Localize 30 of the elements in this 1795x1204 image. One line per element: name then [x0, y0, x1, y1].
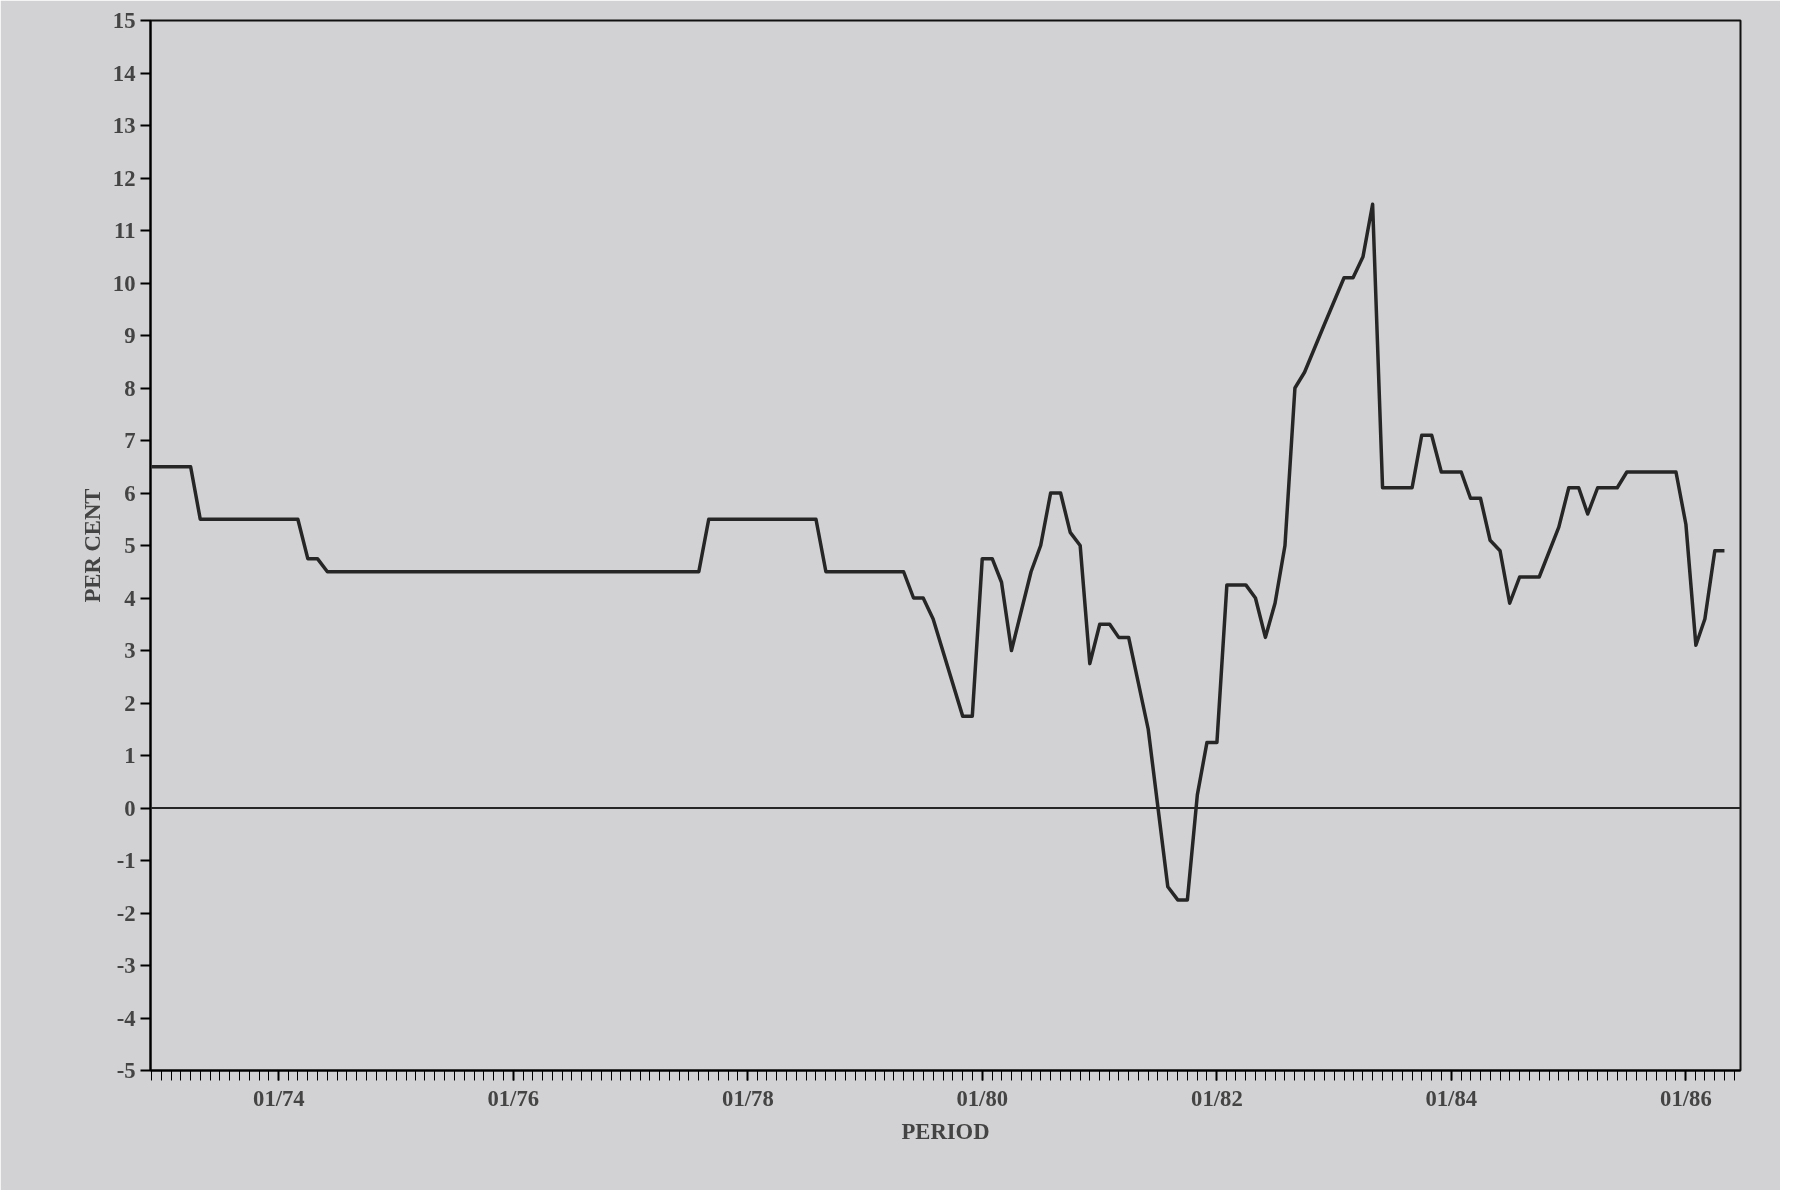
y-tick-label: 8: [124, 375, 136, 401]
x-tick-label: 01/74: [253, 1085, 305, 1111]
y-tick-label: -1: [116, 848, 136, 873]
y-tick-label: 7: [124, 428, 136, 453]
y-tick-label: 0: [124, 795, 136, 821]
x-tick-label: 01/82: [1191, 1085, 1243, 1111]
y-axis-title: PER CENT: [79, 488, 105, 603]
y-tick-label: 4: [124, 585, 136, 611]
x-tick-label: 01/86: [1660, 1085, 1712, 1111]
y-tick-label: 3: [124, 638, 136, 663]
y-tick-label: 6: [124, 480, 136, 506]
y-tick-label: 2: [124, 690, 136, 716]
y-tick-label: 5: [124, 533, 136, 558]
y-tick-label: -5: [116, 1058, 136, 1083]
y-tick-label: 13: [112, 113, 136, 138]
y-tick-label: 12: [112, 165, 136, 191]
y-tick-label: 15: [112, 8, 136, 33]
y-tick-label: -3: [116, 953, 136, 978]
y-tick-label: 1: [124, 743, 136, 768]
y-tick-label: 10: [112, 270, 136, 296]
x-tick-label: 01/80: [956, 1085, 1009, 1111]
y-tick-label: 14: [112, 60, 136, 86]
y-tick-label: 11: [114, 218, 136, 243]
y-tick-label: 9: [124, 323, 136, 348]
x-axis-title: PERIOD: [901, 1118, 990, 1144]
y-tick-label: -2: [116, 900, 136, 926]
x-tick-label: 01/76: [487, 1085, 540, 1111]
x-tick-label: 01/78: [722, 1085, 774, 1111]
x-tick-label: 01/84: [1425, 1085, 1478, 1111]
y-tick-label: -4: [116, 1005, 136, 1031]
